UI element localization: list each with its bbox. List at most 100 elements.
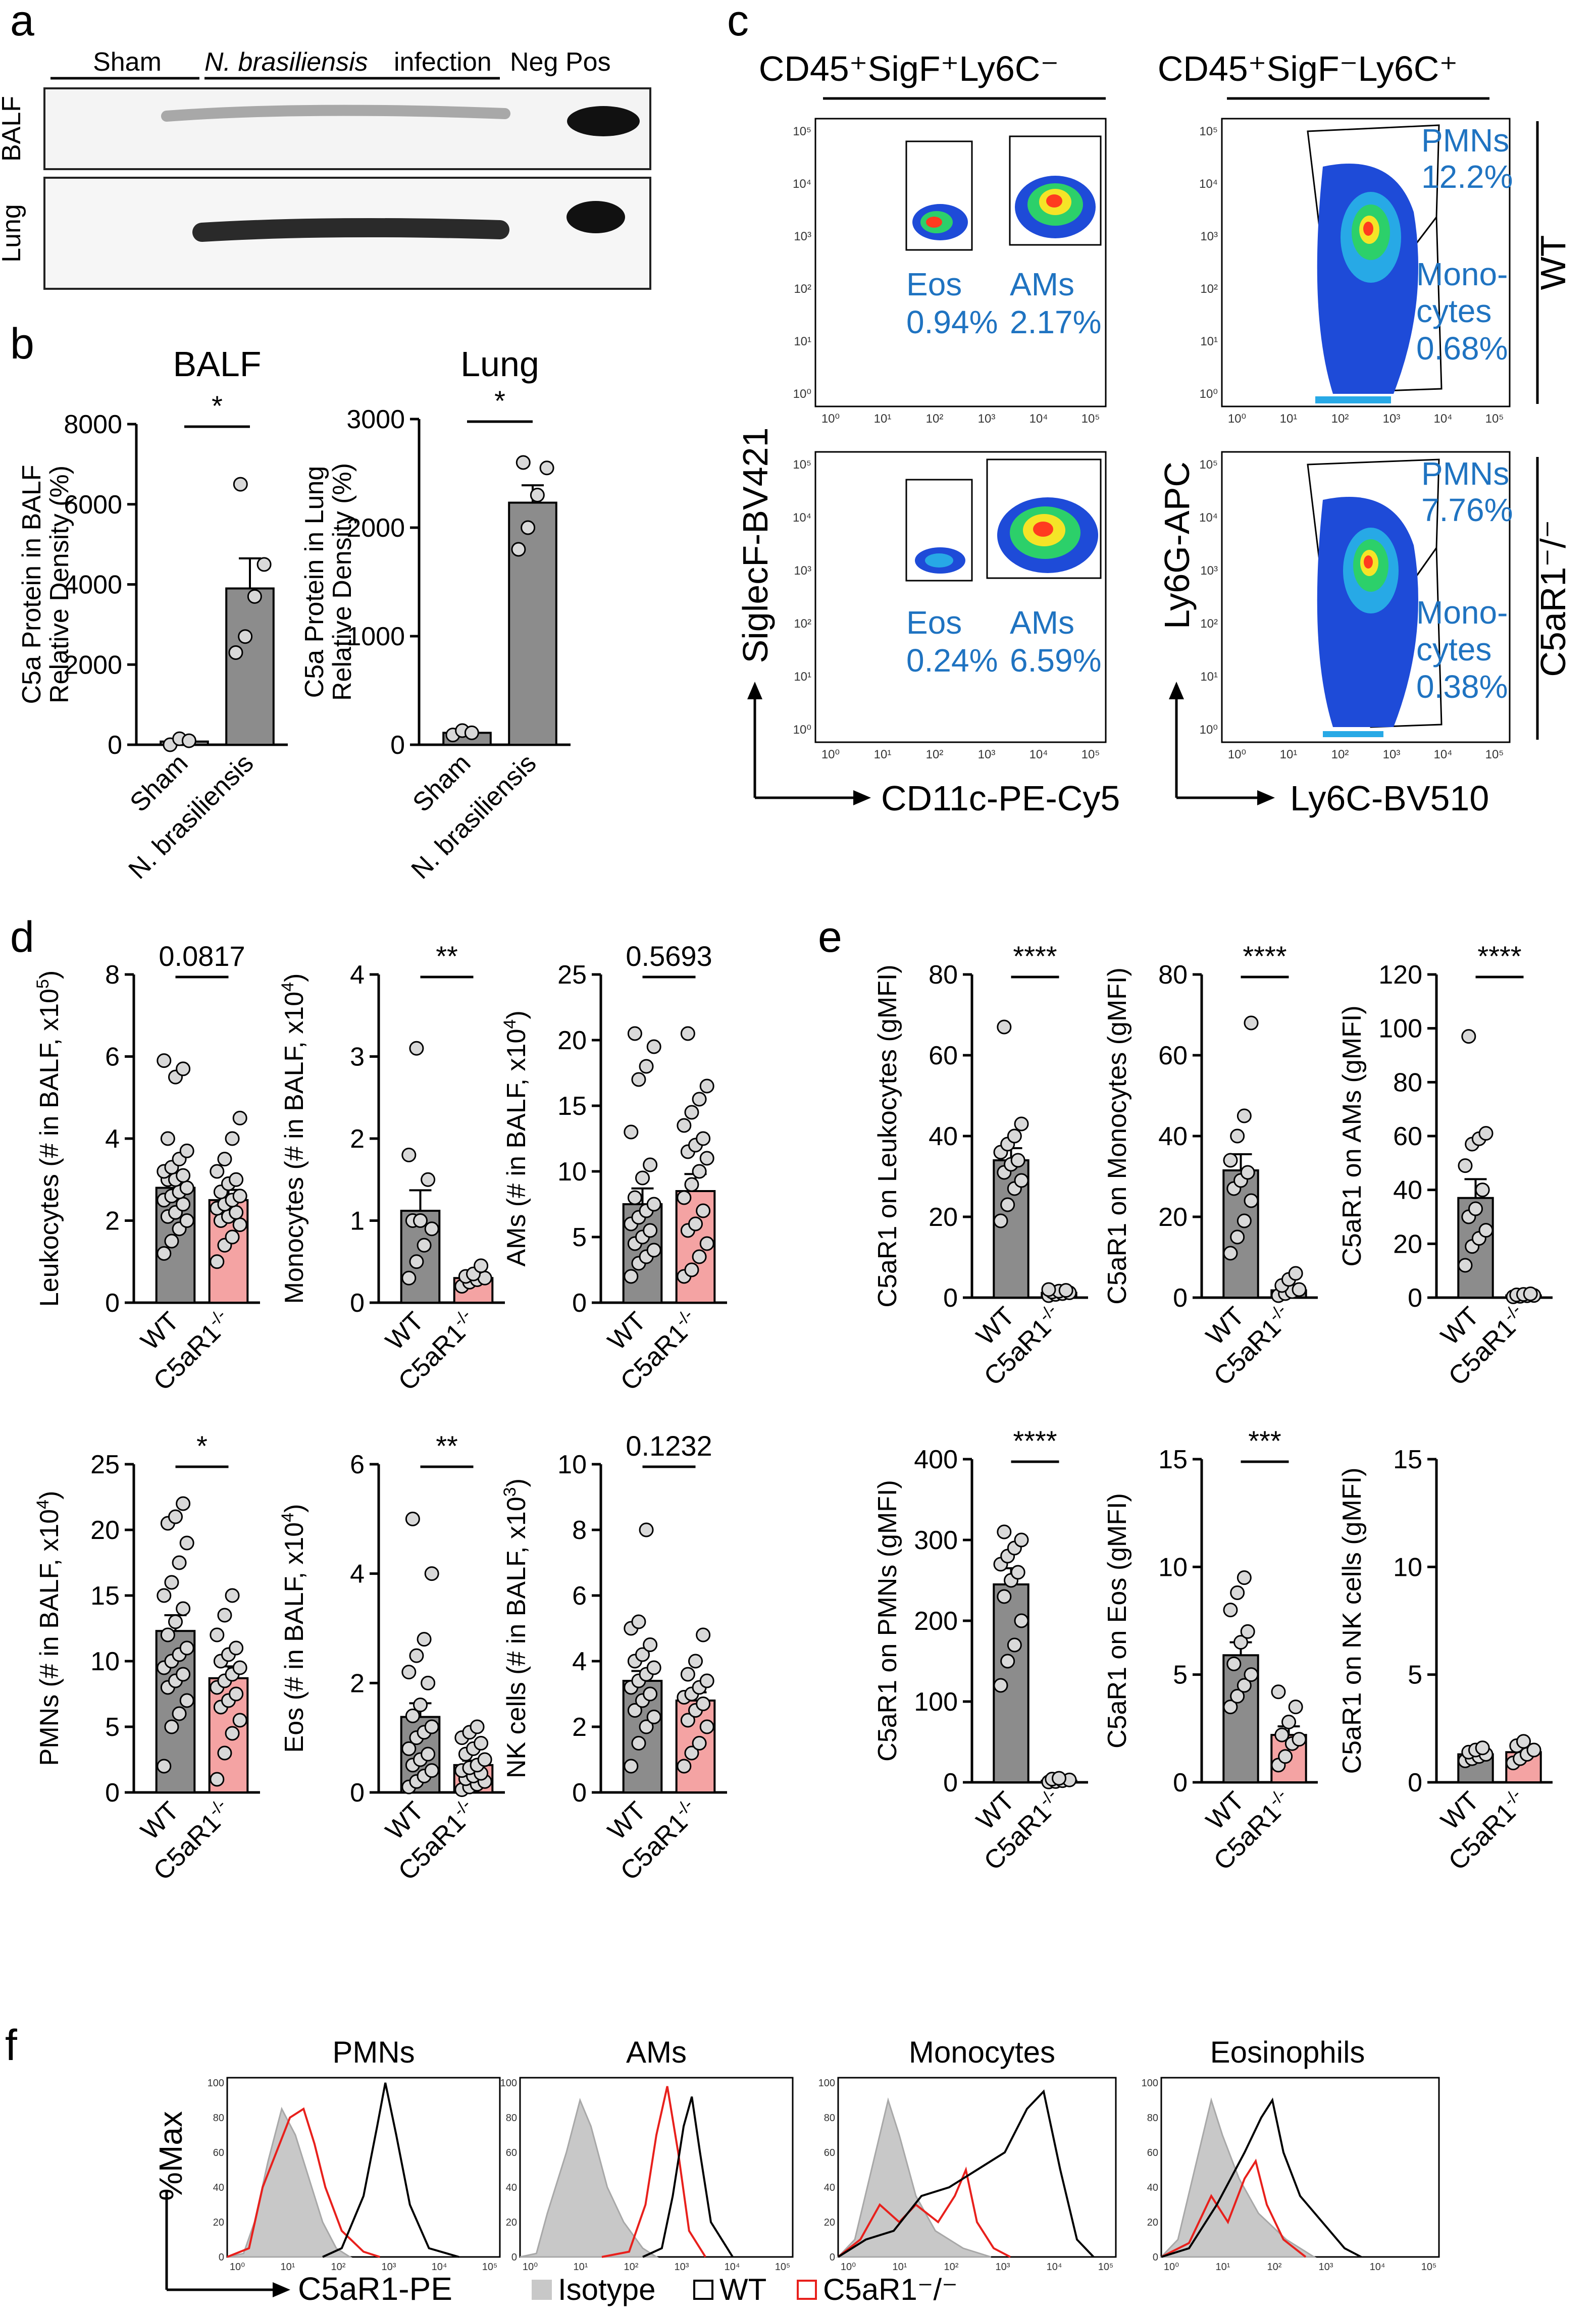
data-point (160, 1131, 175, 1146)
hist-y-tick: 40 (1147, 2182, 1158, 2193)
hist-title: Eosinophils (1210, 2035, 1365, 2069)
row-label-ko: C5aR1⁻/⁻ (1533, 520, 1573, 677)
ko-mono-label-2: cytes (1416, 631, 1491, 667)
data-point (1230, 1688, 1245, 1704)
blot-row-lung: Lung (0, 204, 26, 263)
panel-label-c: c (727, 0, 749, 45)
facs-y-tick: 10⁵ (793, 125, 811, 138)
data-point (179, 1143, 194, 1158)
data-point (477, 1752, 492, 1767)
legend-ko: C5aR1⁻/⁻ (823, 2273, 958, 2306)
sig-label: ** (436, 940, 458, 972)
data-point (1223, 1700, 1238, 1715)
hist-x-tick: 10⁴ (1047, 2261, 1062, 2273)
facs-x-tick: 10³ (978, 412, 996, 426)
data-point (1288, 1700, 1303, 1715)
data-point (474, 1736, 489, 1751)
data-point (624, 1269, 639, 1284)
data-point (413, 1698, 428, 1713)
data-point (164, 1233, 179, 1249)
facs-x-tick: 10⁰ (821, 748, 840, 761)
data-point (1223, 1603, 1238, 1618)
y-tick-label: 3 (350, 1043, 365, 1072)
histograms: PMNs 0 20 40 60 80 100 10⁰ 10¹ 10² 10³ 10⁴ 10⁵ AMs 0 20… (208, 2035, 1440, 2273)
data-point (1237, 1108, 1252, 1123)
facs-x-tick: 10⁵ (1082, 748, 1100, 761)
data-point (993, 1678, 1008, 1693)
sig-label: * (494, 385, 505, 417)
y-tick-label: 0 (943, 1768, 958, 1797)
y-tick-label: 100 (914, 1687, 958, 1717)
y-tick-label: 40 (1393, 1176, 1422, 1205)
hist-y-tick: 40 (213, 2182, 224, 2193)
hist-y-tick: 80 (506, 2113, 517, 2124)
data-point (210, 1627, 225, 1642)
facs-x-tick: 10¹ (874, 412, 892, 426)
data-point (684, 1177, 699, 1192)
sig-label: * (212, 390, 223, 422)
data-point (1475, 1182, 1490, 1198)
hist-y-tick: 20 (213, 2217, 224, 2228)
legend-isotype-swatch (532, 2280, 552, 2300)
y-axis-label: C5a Protein in Lung (300, 466, 329, 698)
facs-ticks: 10⁰ 10⁰ 10¹ 10¹ 10² 10² 10³ 10³ 10⁴ 10⁴ 10⁵ 10⁵ 10⁰ 1… (793, 125, 1504, 761)
hist-title: AMs (626, 2035, 687, 2069)
hist-title: PMNs (332, 2035, 415, 2069)
panel-label-e: e (818, 913, 842, 961)
data-point (688, 1654, 703, 1669)
ko-mono-pct: 0.38% (1416, 669, 1508, 705)
data-point (511, 542, 526, 557)
data-point (646, 1197, 661, 1212)
y-tick-label: 0 (1408, 1283, 1422, 1313)
data-point (176, 1061, 191, 1076)
data-point (646, 1710, 661, 1724)
blot-lung: Lung (0, 177, 651, 290)
sig-label: 0.1232 (626, 1430, 712, 1462)
facs-y-tick: 10³ (794, 564, 811, 578)
hist-ko (1161, 2158, 1307, 2258)
y-tick-label: 3000 (346, 405, 405, 434)
wt-mono-label-1: Mono- (1416, 256, 1508, 292)
facs-y-tick: 10¹ (794, 670, 811, 684)
hist-x-tick: 10⁵ (775, 2261, 791, 2273)
facs-y-tick: 10⁴ (793, 511, 811, 525)
data-point (1058, 1283, 1073, 1298)
y-tick-label: 5 (1408, 1661, 1422, 1690)
sig-label: *** (1248, 1425, 1281, 1457)
data-point (1271, 1684, 1286, 1700)
data-point (470, 1719, 485, 1734)
sig-label: **** (1013, 940, 1057, 972)
data-point (1230, 1585, 1245, 1601)
hist-y-tick: 100 (1142, 2078, 1158, 2089)
y-tick-label: 4 (350, 1560, 365, 1589)
ko-ams-label: AMs (1010, 604, 1074, 641)
hist-x-tick: 10⁵ (482, 2261, 498, 2273)
bar-nbrasiliensis (508, 501, 557, 746)
panel-label-a: a (10, 0, 34, 45)
ko-eos-pct: 0.24% (906, 642, 998, 679)
data-point (624, 1759, 639, 1774)
y-axis-label: PMNs (# in BALF, x104) (33, 1491, 64, 1766)
data-point (680, 1026, 695, 1041)
data-point (643, 1637, 658, 1652)
data-point (1226, 1656, 1242, 1671)
wt-mono-label-2: cytes (1416, 293, 1491, 329)
sig-label: 0.0817 (159, 940, 245, 972)
wt-ams-pct: 2.17% (1010, 304, 1101, 340)
y-axis-label: AMs (# in BALF, x104) (500, 1010, 531, 1266)
hist-y-tick: 100 (818, 2078, 835, 2089)
data-point (1244, 1193, 1259, 1208)
data-point (677, 1118, 692, 1133)
data-point (232, 1660, 247, 1675)
data-point (179, 1180, 194, 1195)
data-point (424, 1566, 439, 1581)
hist-x-tick: 10⁰ (230, 2261, 245, 2273)
data-point (631, 1072, 646, 1087)
y-axis-label: C5aR1 on Monocytes (gMFI) (1103, 967, 1132, 1305)
data-point (684, 1745, 699, 1761)
hist-x-tick: 10⁰ (1164, 2261, 1179, 2273)
data-point (233, 477, 248, 492)
